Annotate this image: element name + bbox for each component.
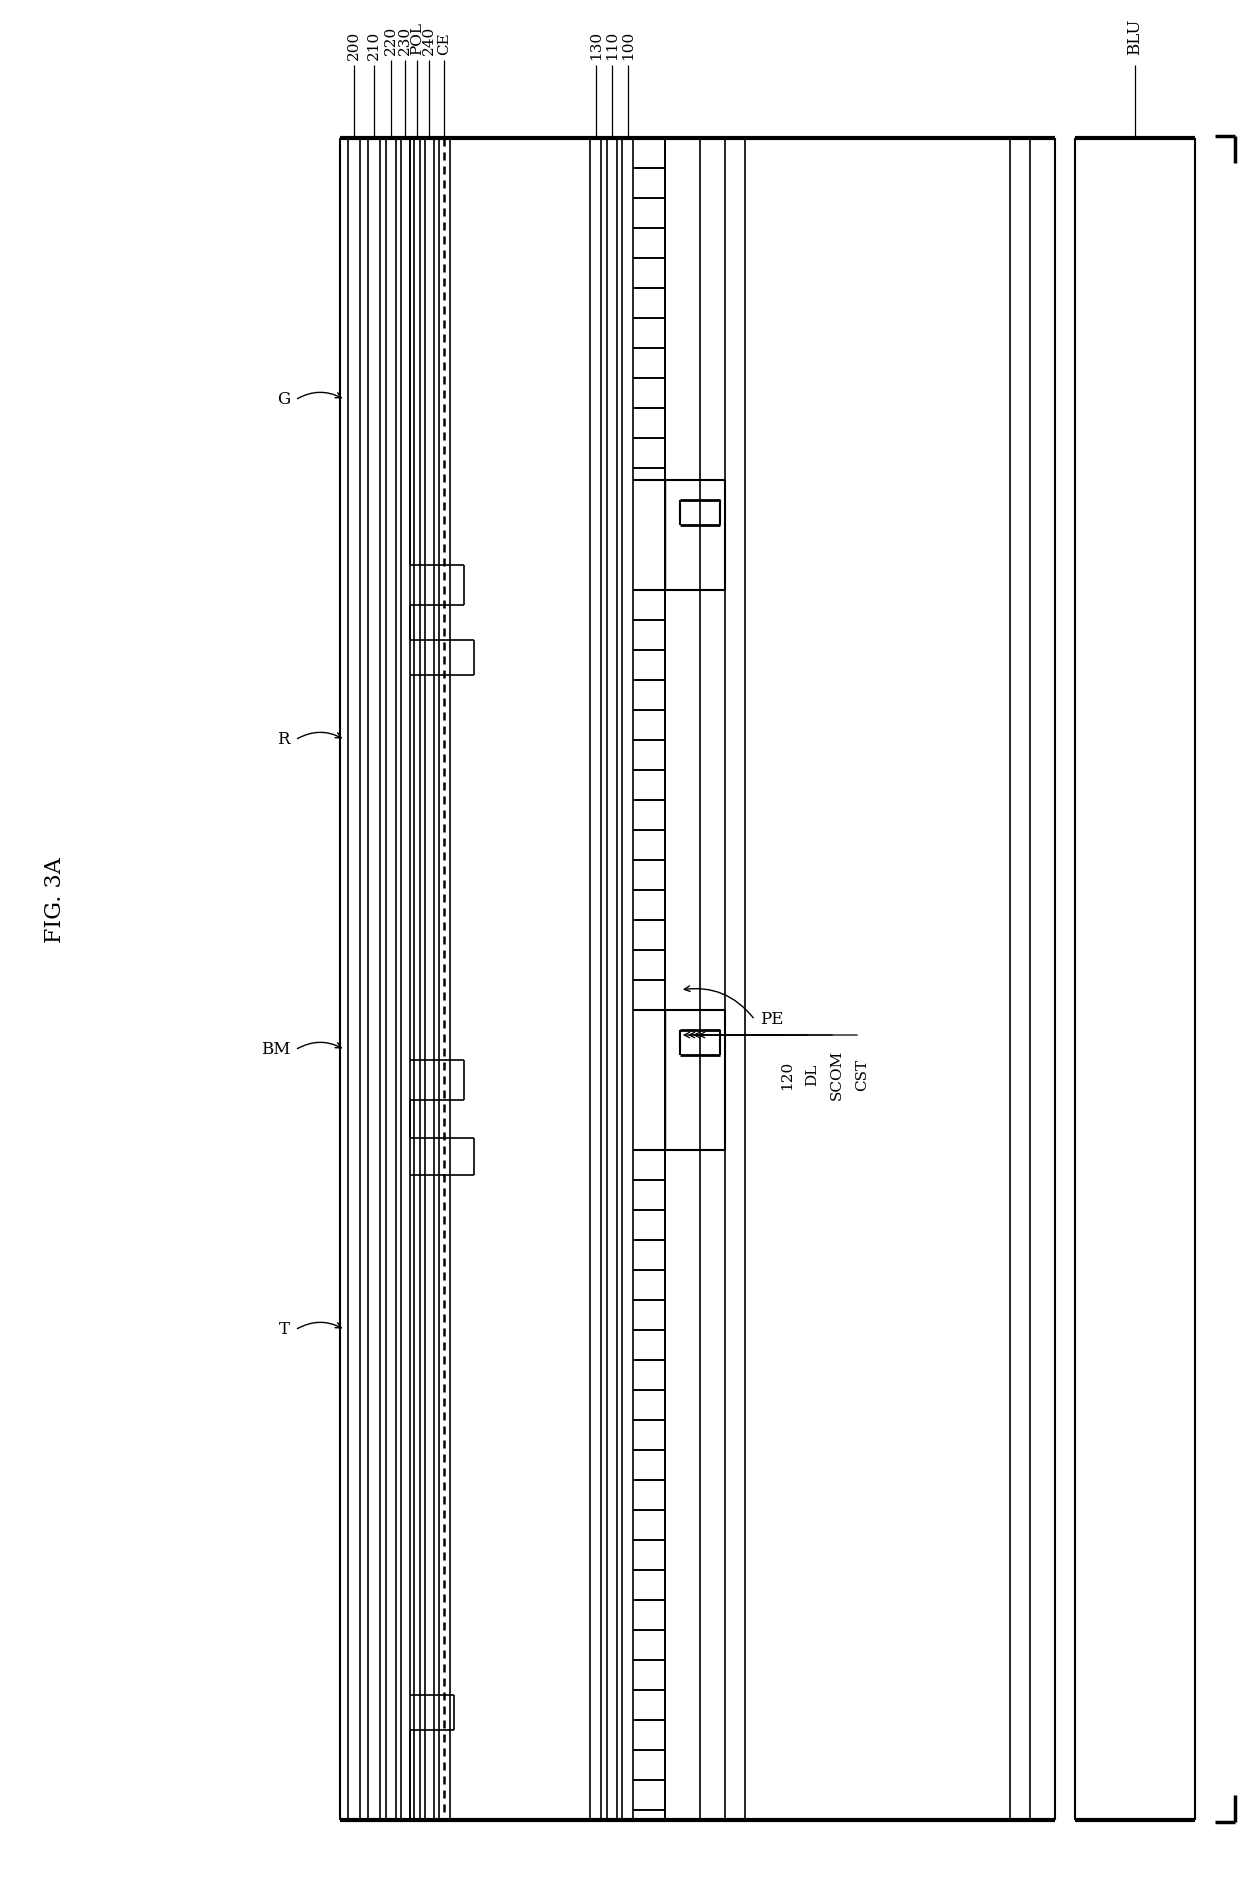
Text: 220: 220 [384, 26, 398, 55]
Text: BM: BM [260, 1042, 290, 1059]
Text: 210: 210 [367, 30, 381, 60]
Text: 200: 200 [347, 30, 361, 60]
Text: PE: PE [760, 1012, 784, 1029]
Text: 230: 230 [398, 26, 412, 55]
Text: POL: POL [410, 23, 424, 55]
Text: 240: 240 [422, 26, 436, 55]
Text: 130: 130 [589, 30, 603, 60]
Text: SCOM: SCOM [830, 1050, 844, 1101]
Text: G: G [277, 391, 290, 408]
Text: CST: CST [856, 1059, 869, 1091]
Text: FIG. 3A: FIG. 3A [43, 857, 66, 942]
Text: 110: 110 [605, 30, 619, 60]
Text: BLU: BLU [1126, 19, 1143, 55]
Text: R: R [278, 731, 290, 748]
Text: DL: DL [805, 1063, 818, 1086]
Text: CE: CE [436, 32, 451, 55]
Text: 120: 120 [780, 1061, 794, 1089]
Text: 100: 100 [621, 30, 635, 60]
Text: T: T [279, 1322, 290, 1339]
